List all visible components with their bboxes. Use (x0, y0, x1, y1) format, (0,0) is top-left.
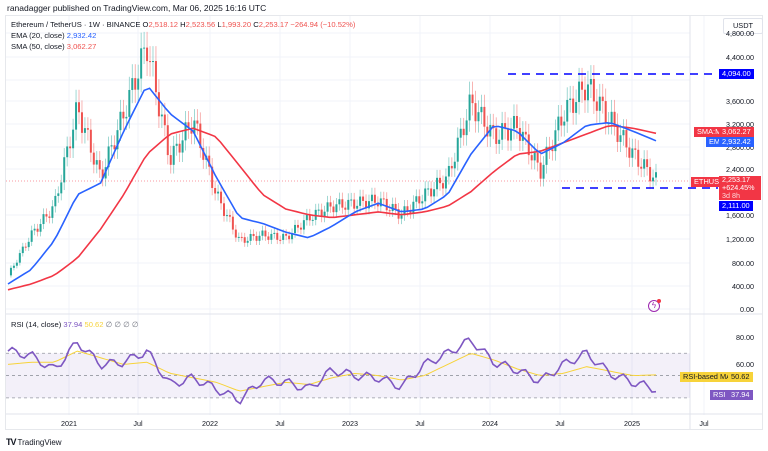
rsi-ma-tag: 50.62 (728, 372, 753, 382)
price-tick: 2,400.00 (726, 165, 754, 174)
chart-frame (5, 15, 763, 430)
time-tick: Jul (415, 419, 425, 428)
price-tick: 1,200.00 (726, 235, 754, 244)
price-tick: 0.00 (740, 305, 754, 314)
sma-price-tag: 3,062.27 (719, 127, 754, 137)
time-tick: 2024 (482, 419, 498, 428)
tradingview-brand[interactable]: TV TradingView (6, 437, 62, 447)
currency-selector[interactable]: USDT (723, 18, 763, 34)
price-tick: 800.00 (732, 259, 754, 268)
ema-value: 2,932.42 (66, 31, 97, 40)
rsi-name-tag: RSI (710, 390, 729, 400)
high-value: 2,523.56 (185, 20, 216, 29)
price-tick: 4,800.00 (726, 29, 754, 38)
price-tick: 3,200.00 (726, 120, 754, 129)
time-tick: Jul (275, 419, 285, 428)
price-tick: 400.00 (732, 282, 754, 291)
price-tick: 2,800.00 (726, 143, 754, 152)
sma-name-tag: SMA:MA (694, 127, 730, 137)
sma-value: 3,062.27 (66, 42, 97, 51)
symbol-legend: Ethereum / TetherUS · 1W · BINANCE O2,51… (11, 20, 356, 29)
resistance-tag: 4,094.00 (719, 69, 754, 79)
open-value: 2,518.12 (148, 20, 179, 29)
change-value: −264.94 (−10.52%) (290, 20, 356, 29)
symbol-name-tag: ETHUSDT (691, 177, 732, 187)
price-tick: 4,400.00 (726, 53, 754, 62)
sma-legend[interactable]: SMA (50, close) 3,062.27 (11, 42, 97, 51)
time-tick: 2021 (61, 419, 77, 428)
symbol-title[interactable]: Ethereum / TetherUS · 1W · BINANCE (11, 20, 141, 29)
price-tick: 1,600.00 (726, 211, 754, 220)
lightning-alert-icon[interactable]: ϟ (648, 299, 661, 312)
low-value: 1,993.20 (221, 20, 252, 29)
close-value: 2,253.17 (258, 20, 289, 29)
publisher-caption: ranadagger published on TradingView.com,… (7, 3, 267, 13)
time-tick: Jul (133, 419, 143, 428)
ema-price-tag: 2,932.42 (719, 137, 754, 147)
rsi-ma-value: 50.62 (84, 320, 104, 329)
time-tick: 2022 (202, 419, 218, 428)
tradingview-logo-icon: TV (6, 437, 16, 447)
rsi-legend[interactable]: RSI (14, close) 37.94 50.62 ∅ ∅ ∅ ∅ (11, 320, 139, 329)
price-tick: 3,600.00 (726, 97, 754, 106)
time-tick: 2023 (342, 419, 358, 428)
rsi-axis-80: 80.00 (736, 333, 754, 342)
time-tick: Jul (699, 419, 709, 428)
time-tick: Jul (555, 419, 565, 428)
rsi-axis-60: 60.00 (736, 360, 754, 369)
support-tag: 2,111.00 (719, 201, 753, 211)
rsi-value: 37.94 (63, 320, 83, 329)
rsi-ma-name-tag: RSI-based MA (680, 372, 735, 382)
time-tick: 2025 (624, 419, 640, 428)
ema-name-tag: EMA (706, 137, 729, 147)
last-price-tag: 2,253.17 +624.45% 3d 8h (719, 176, 761, 200)
ema-legend[interactable]: EMA (20, close) 2,932.42 (11, 31, 97, 40)
rsi-tag: 37.94 (728, 390, 753, 400)
notification-dot-icon (657, 299, 661, 303)
